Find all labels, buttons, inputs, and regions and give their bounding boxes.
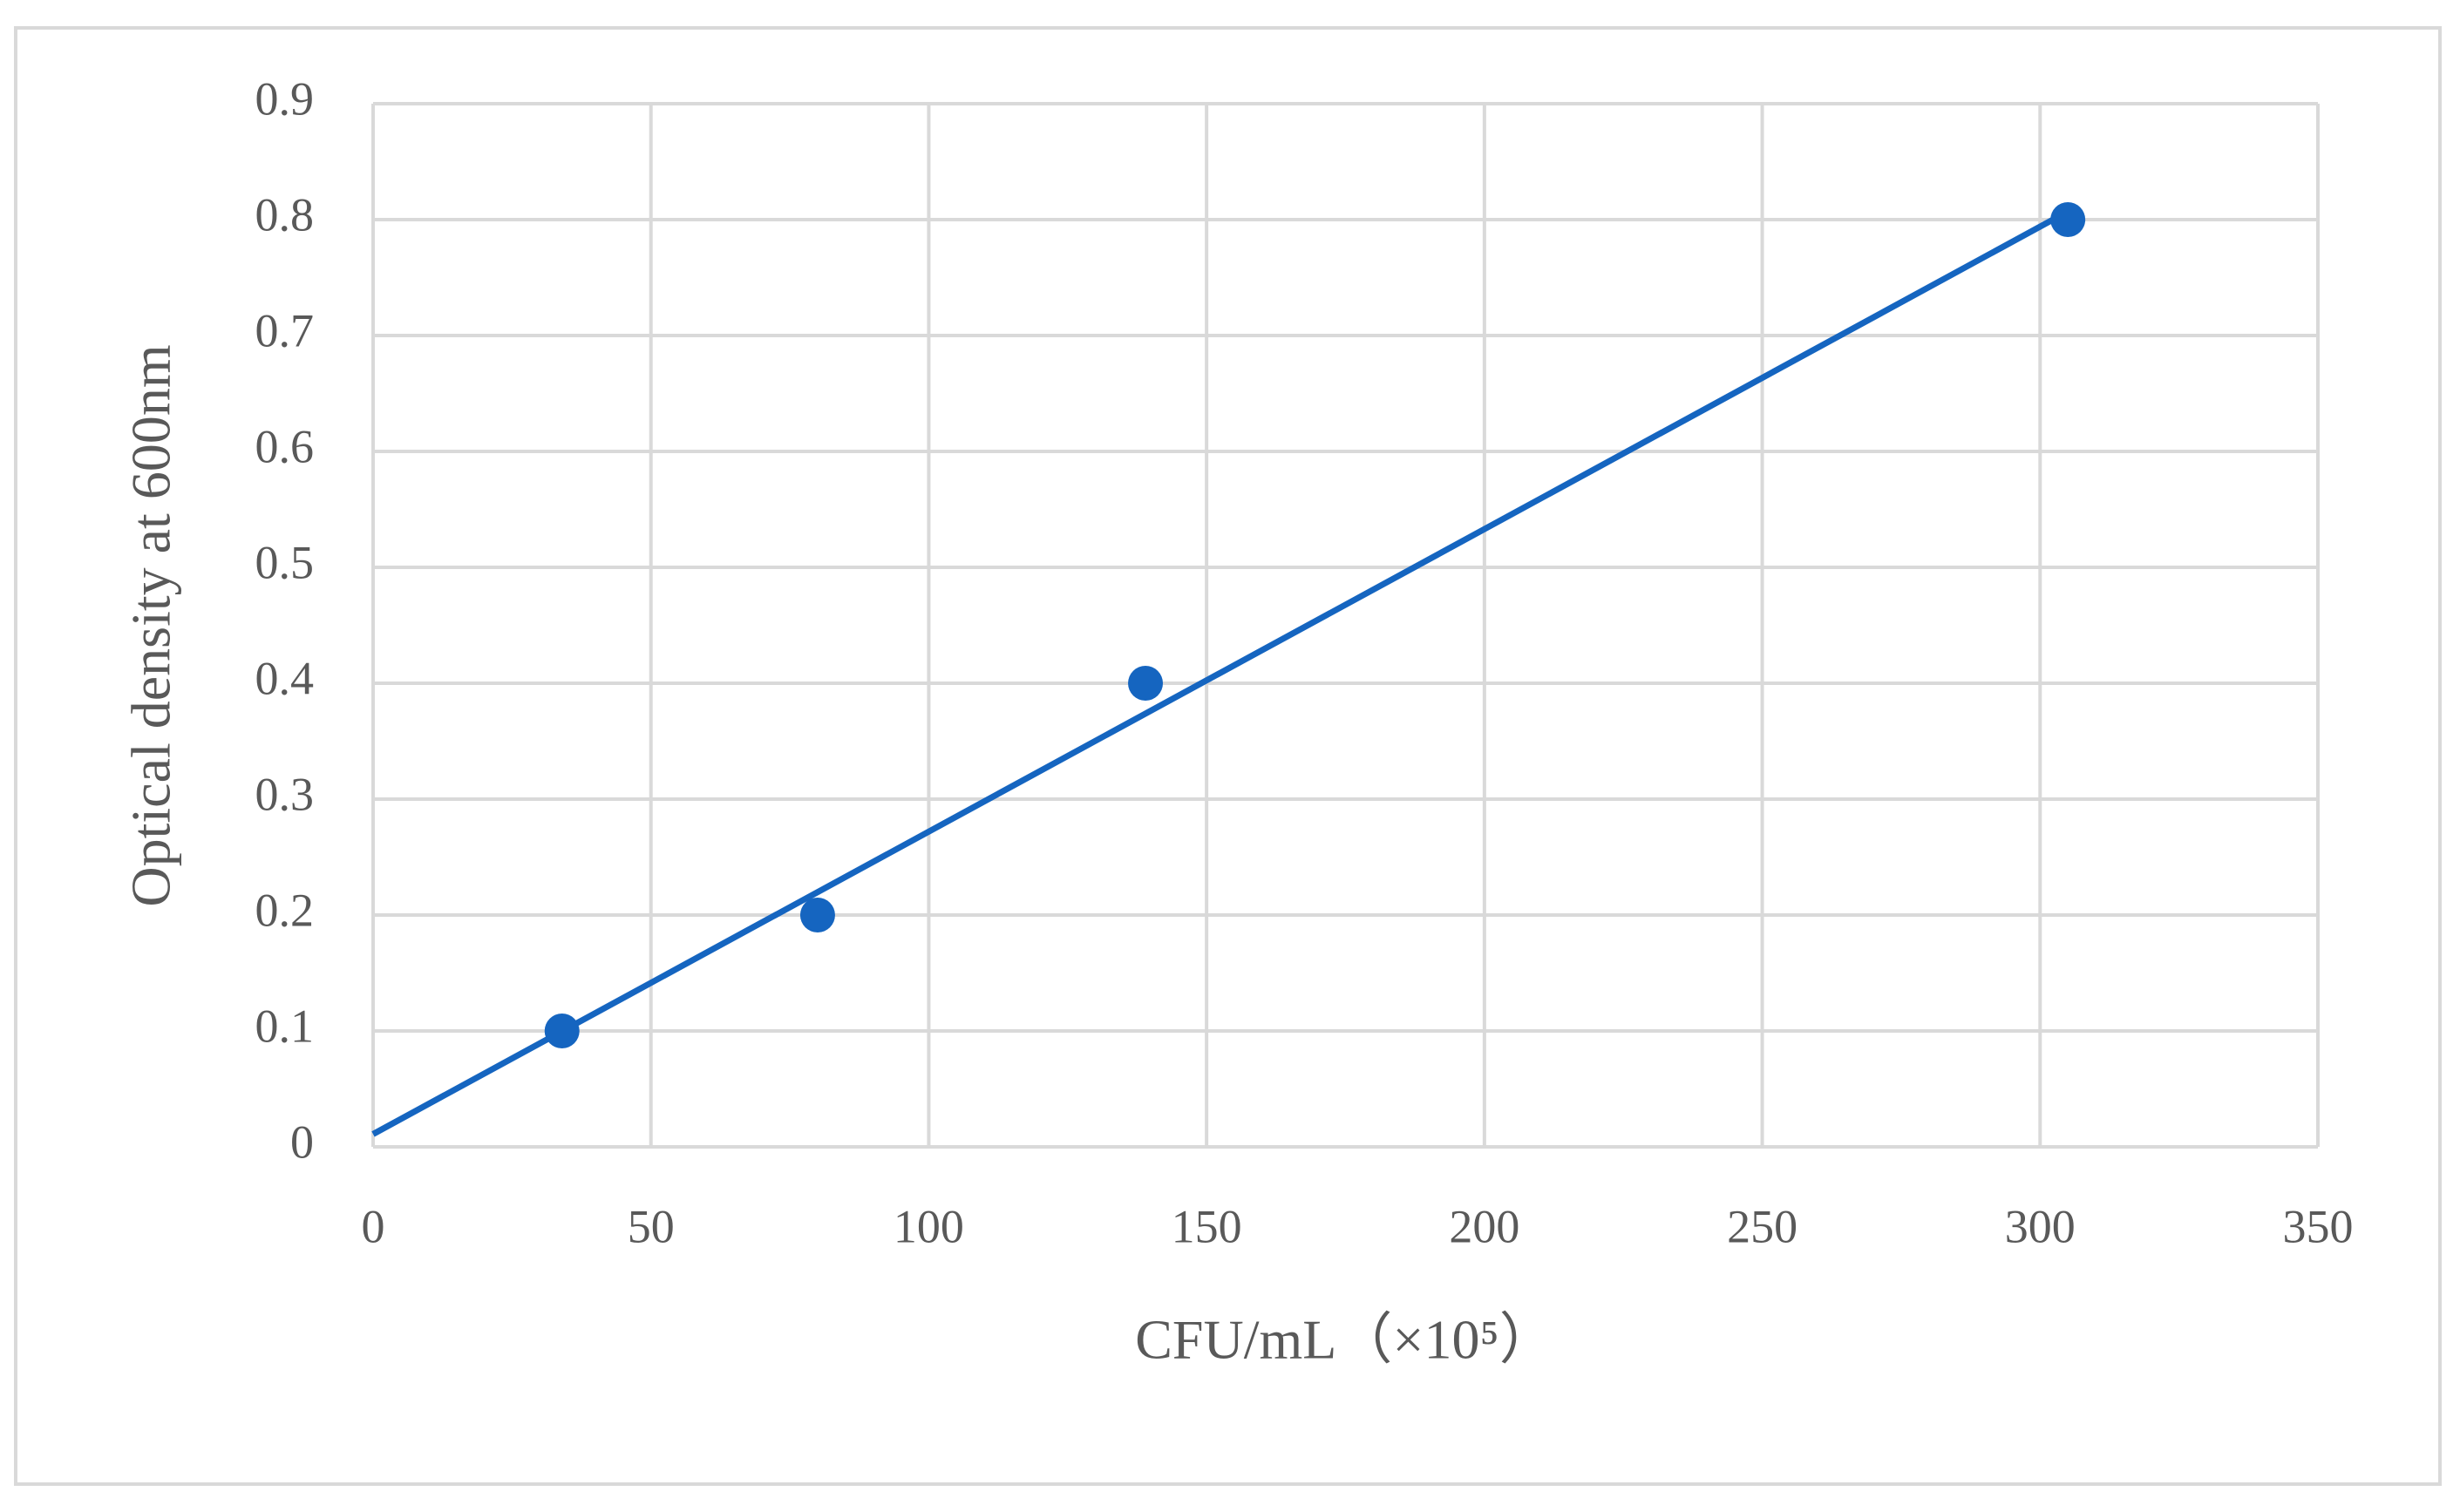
y-tick-label: 0.9 (255, 72, 315, 125)
x-tick-label: 50 (628, 1200, 675, 1252)
chart-border (14, 26, 2442, 1486)
x-tick-label: 0 (362, 1200, 385, 1252)
y-tick-label: 0.1 (255, 1000, 315, 1052)
data-point (1128, 666, 1164, 701)
x-axis-title: CFU/mL（×10⁵） (1135, 1309, 1555, 1371)
x-tick-label: 300 (2005, 1200, 2076, 1252)
x-tick-label: 100 (894, 1200, 964, 1252)
y-tick-label: 0.4 (255, 652, 315, 704)
y-tick-label: 0.6 (255, 420, 315, 472)
y-tick-label: 0.5 (255, 536, 315, 588)
data-point (544, 1014, 580, 1048)
y-tick-label: 0.3 (255, 768, 315, 820)
y-tick-label: 0.8 (255, 188, 315, 241)
x-tick-label: 200 (1449, 1200, 1519, 1252)
x-tick-label: 250 (1727, 1200, 1797, 1252)
x-tick-label: 150 (1172, 1200, 1242, 1252)
data-point (2050, 202, 2086, 237)
data-point (799, 898, 835, 932)
y-tick-label: 0.7 (255, 304, 315, 356)
y-tick-label: 0.2 (255, 884, 315, 936)
y-axis-title: Optical density at 600nm (120, 344, 182, 906)
trendline (371, 208, 2069, 1137)
x-tick-label: 350 (2283, 1200, 2354, 1252)
y-tick-label: 0 (290, 1115, 314, 1168)
